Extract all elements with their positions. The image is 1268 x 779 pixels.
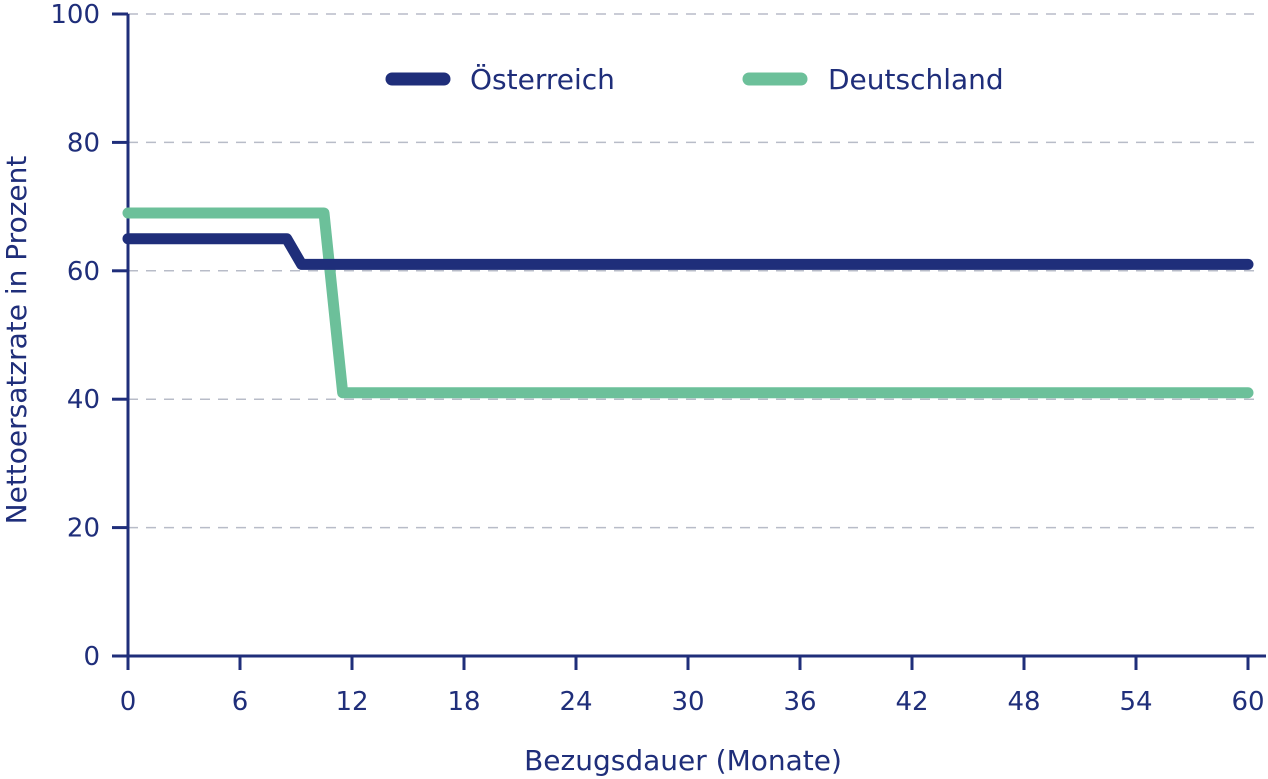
series-line-germany [122,207,1254,399]
x-tick-label: 54 [1119,687,1152,717]
x-tick-label: 12 [335,687,368,717]
series-line-austria [122,233,1254,270]
y-tick-label: 0 [83,642,100,672]
x-tick-label: 30 [671,687,704,717]
y-tick-label: 20 [67,514,100,544]
y-axis-title: Nettoersatzrate in Prozent [0,156,33,525]
grid-lines [128,13,1260,529]
x-axis-title: Bezugsdauer (Monate) [524,744,842,777]
legend-label-germany: Deutschland [828,63,1004,96]
y-tick-label: 60 [67,257,100,287]
y-tick-label: 80 [67,128,100,158]
x-tick-label: 48 [1007,687,1040,717]
x-tick-label: 36 [783,687,816,717]
x-tick-label: 60 [1231,687,1264,717]
series-lines [122,207,1254,399]
x-tick-labels: 0 6 12 18 24 30 36 42 48 54 60 [120,687,1265,717]
y-tick-label: 40 [67,385,100,415]
legend: Österreich Deutschland [385,62,1004,96]
x-tick-label: 24 [559,687,592,717]
y-tick-labels: 0 20 40 60 80 100 [50,0,100,672]
x-tick-label: 42 [895,687,928,717]
x-tick-label: 18 [447,687,480,717]
x-tick-label: 6 [232,687,249,717]
legend-label-austria: Österreich [470,62,615,96]
x-tick-label: 0 [120,687,137,717]
y-tick-label: 100 [50,0,100,30]
axes [112,12,1266,670]
